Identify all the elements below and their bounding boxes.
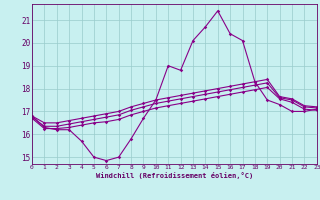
X-axis label: Windchill (Refroidissement éolien,°C): Windchill (Refroidissement éolien,°C) bbox=[96, 172, 253, 179]
